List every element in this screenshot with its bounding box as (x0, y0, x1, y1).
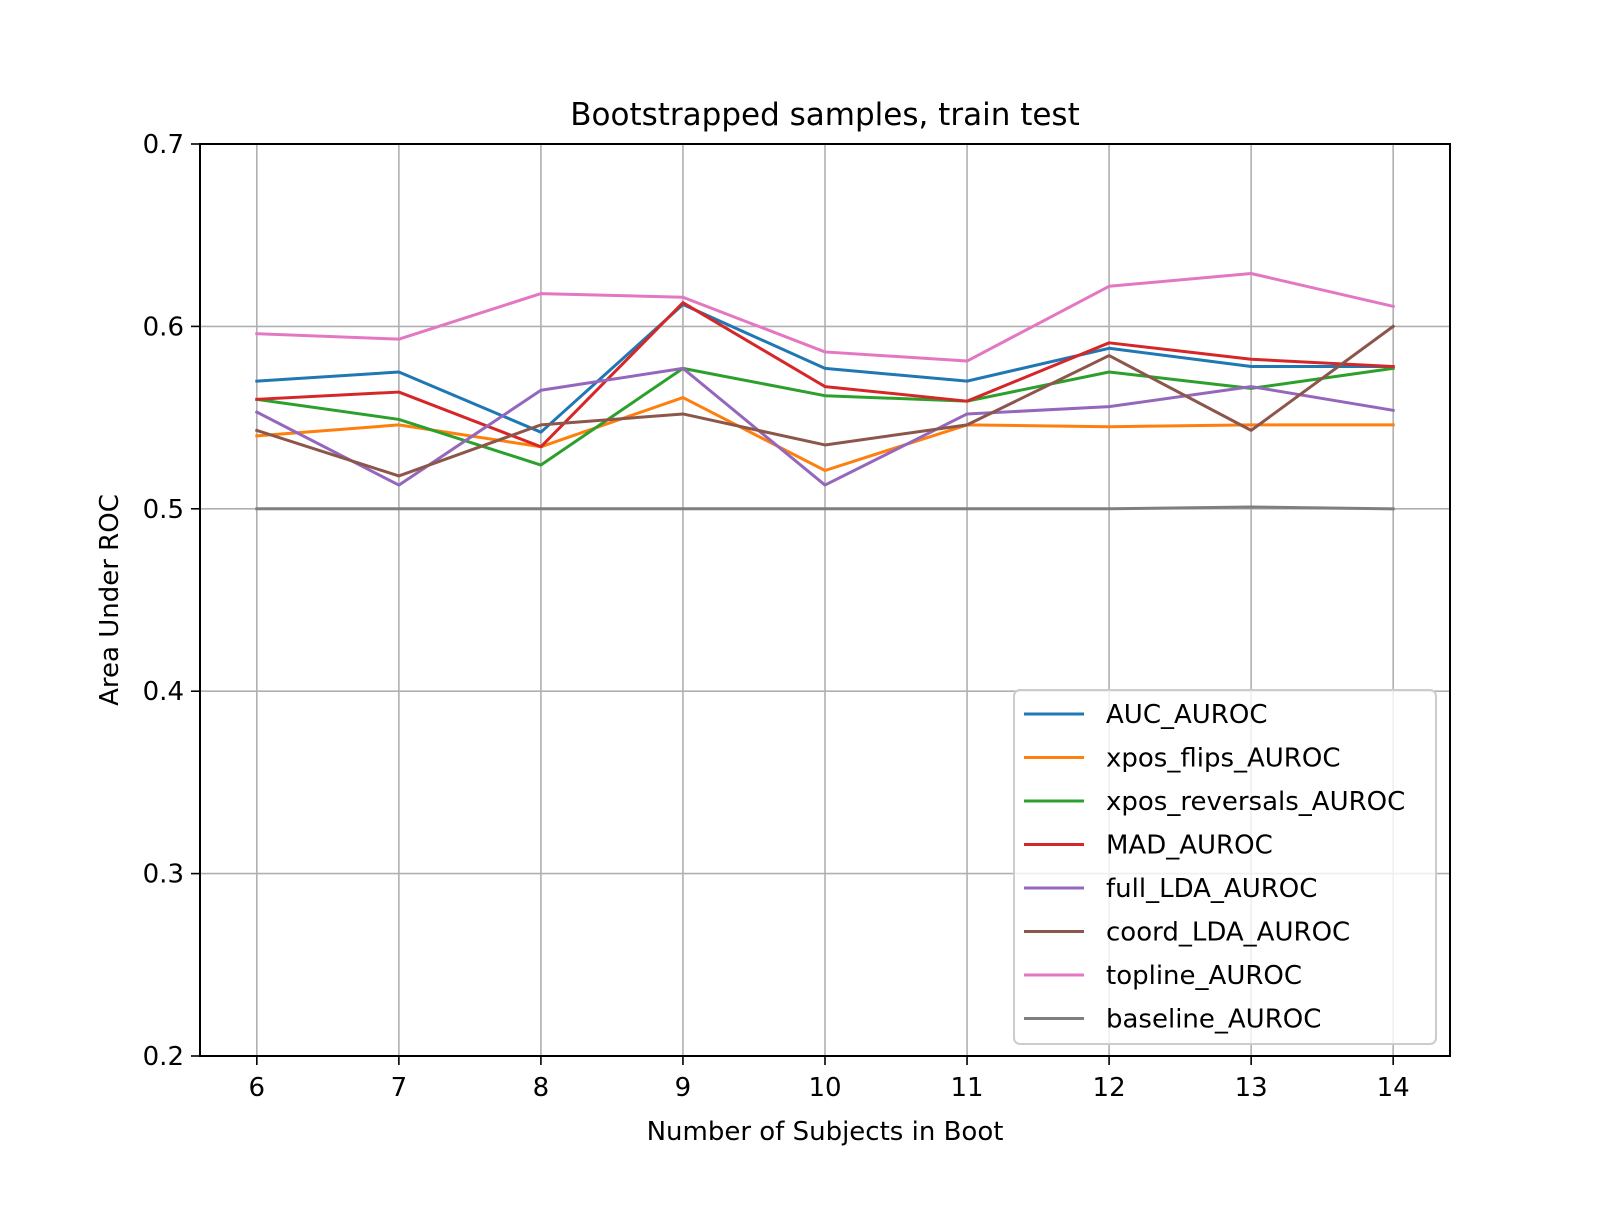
y-axis-label: Area Under ROC (95, 494, 125, 706)
legend-label: AUC_AUROC (1106, 700, 1267, 730)
series-line-baseline_AUROC (255, 505, 1395, 511)
legend-label: coord_LDA_AUROC (1106, 918, 1350, 948)
y-tick-label: 0.6 (143, 312, 184, 342)
series-line-AUC_AUROC (255, 303, 1395, 434)
series-line-topline_AUROC (255, 272, 1395, 363)
legend-label: baseline_AUROC (1106, 1005, 1321, 1035)
series-line-full_LDA_AUROC (254, 366, 1395, 487)
y-tick-label: 0.2 (143, 1042, 184, 1072)
legend-label: full_LDA_AUROC (1106, 874, 1317, 904)
x-axis-label: Number of Subjects in Boot (647, 1117, 1004, 1147)
legend-label: MAD_AUROC (1106, 831, 1273, 861)
x-tick-label: 12 (1093, 1073, 1126, 1103)
legend-box (1013, 689, 1437, 1045)
series-line-coord_LDA_AUROC (254, 324, 1396, 478)
y-tick-label: 0.3 (143, 860, 184, 890)
x-tick-label: 10 (808, 1073, 841, 1103)
x-tick-label: 9 (675, 1073, 692, 1103)
y-tick-label: 0.4 (143, 677, 184, 707)
series-line-MAD_AUROC (255, 301, 1395, 449)
series-lines (254, 272, 1396, 511)
legend-label: xpos_flips_AUROC (1106, 744, 1341, 774)
x-tick-label: 14 (1377, 1073, 1410, 1103)
x-tick-label: 6 (249, 1073, 266, 1103)
x-tick-label: 11 (950, 1073, 983, 1103)
x-tick-label: 13 (1235, 1073, 1268, 1103)
y-tick-label: 0.5 (143, 495, 184, 525)
legend-label: topline_AUROC (1106, 961, 1302, 991)
chart-title: Bootstrapped samples, train test (570, 97, 1079, 133)
legend: AUC_AUROC xpos_flips_AUROC xpos_reversals_… (1013, 689, 1437, 1045)
series-line-xpos_reversals_AUROC (255, 366, 1395, 467)
series-line-xpos_flips_AUROC (255, 396, 1395, 472)
x-tick-label: 7 (391, 1073, 408, 1103)
y-tick-label: 0.7 (143, 130, 184, 160)
legend-label: xpos_reversals_AUROC (1106, 787, 1405, 817)
x-tick-label: 8 (533, 1073, 550, 1103)
axis-ticks: 6 7 8 9 10 11 12 13 14 0.2 0.3 0.4 0.5 0.6 0.7 (143, 130, 1410, 1103)
